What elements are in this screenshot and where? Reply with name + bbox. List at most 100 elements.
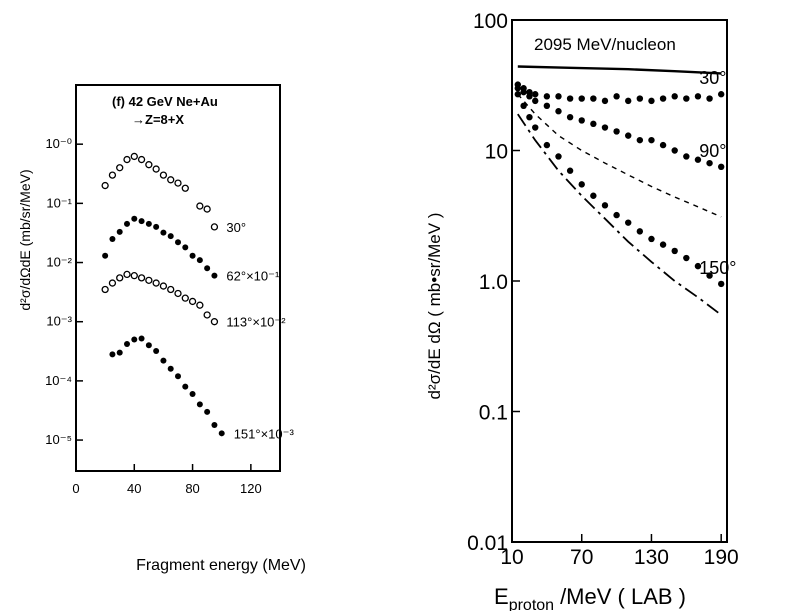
left-data-point xyxy=(203,311,211,319)
left-data-point xyxy=(204,408,211,415)
right-x-ticks: 10 70 130 190 xyxy=(500,534,739,569)
right-data-point xyxy=(625,97,632,105)
left-data-point xyxy=(182,383,189,390)
left-data-point xyxy=(153,223,160,230)
left-panel: (f) 42 GeV Ne+Au →Z=8+X 0 40 80 120 10⁻⁰10⁻… xyxy=(17,84,306,574)
right-data-point xyxy=(520,88,527,96)
right-data-point xyxy=(590,95,597,102)
right-data-point xyxy=(566,113,574,121)
left-data-point xyxy=(210,223,219,231)
right-data-point xyxy=(601,97,609,105)
right-y-tick-label: 100 xyxy=(473,10,508,33)
right-data-point xyxy=(671,247,678,255)
left-data-point xyxy=(159,282,168,290)
right-data-point xyxy=(694,262,702,270)
left-data-point xyxy=(116,228,123,235)
right-series-labels: 30° 90° 150° xyxy=(699,68,736,278)
right-x-label-rest: /MeV ( LAB ) xyxy=(560,584,686,609)
right-data-point xyxy=(578,117,585,124)
left-y-tick-label: 10⁻¹ xyxy=(46,195,72,210)
right-data-point xyxy=(555,108,562,115)
left-data-point xyxy=(196,301,204,309)
right-data-point xyxy=(613,93,620,100)
right-data-point xyxy=(526,113,533,121)
right-data-point xyxy=(659,95,667,102)
right-curve xyxy=(517,113,722,316)
left-data-point xyxy=(145,276,153,284)
right-data-point xyxy=(683,153,690,160)
left-data-point xyxy=(160,357,167,364)
energy-annotation: 2095 MeV/nucleon xyxy=(534,35,676,54)
left-data-point xyxy=(167,285,175,294)
right-data-point xyxy=(590,192,597,199)
right-curve xyxy=(517,65,722,75)
left-data-point xyxy=(152,279,160,287)
left-data-point xyxy=(101,285,109,294)
right-data-point xyxy=(601,202,609,209)
left-data-point xyxy=(116,164,124,172)
left-x-tick-label: 40 xyxy=(127,481,141,496)
left-data-point xyxy=(138,218,145,225)
left-data-point xyxy=(210,318,219,326)
right-data-point xyxy=(648,235,655,243)
left-data-point xyxy=(102,252,109,259)
right-y-tick-label: 1.0 xyxy=(479,271,508,294)
left-plot-frame xyxy=(75,84,281,472)
left-x-tick-label: 120 xyxy=(240,481,262,496)
left-x-axis-label: Fragment energy (MeV) xyxy=(136,557,306,574)
left-data-point xyxy=(108,171,117,179)
left-data-point xyxy=(130,272,138,280)
right-data-point xyxy=(578,181,585,188)
right-data-point xyxy=(514,91,522,98)
right-series-label: 150° xyxy=(699,258,736,278)
left-x-tick-label: 0 xyxy=(72,481,79,496)
left-data-point xyxy=(211,272,218,279)
left-y-tick-label: 10⁻² xyxy=(46,255,72,270)
right-y-tick-label: 10 xyxy=(485,141,508,164)
left-data-point xyxy=(189,252,196,259)
left-data-point xyxy=(160,229,167,236)
left-data-point xyxy=(196,202,204,210)
left-data-point xyxy=(196,257,203,264)
right-data-point xyxy=(636,136,644,144)
left-data-point xyxy=(174,179,182,187)
right-y-tick-label: 0.1 xyxy=(479,402,508,425)
right-plot-frame xyxy=(511,19,728,543)
left-data-point xyxy=(167,365,174,372)
right-data-point xyxy=(636,228,644,235)
right-series-label: 90° xyxy=(699,141,726,161)
right-data-point xyxy=(601,124,609,131)
left-data-point xyxy=(145,161,153,169)
right-data-point xyxy=(543,93,551,100)
left-data-point xyxy=(123,270,131,279)
right-x-axis-label: Eproton/MeV ( LAB ) xyxy=(494,584,686,611)
left-x-ticks: 0 40 80 120 xyxy=(72,464,262,496)
right-data-point xyxy=(625,132,632,139)
left-series-label: 62°×10⁻¹ xyxy=(226,269,280,284)
left-data-point xyxy=(174,289,182,298)
right-data-point xyxy=(555,153,562,160)
left-data-point xyxy=(116,274,124,282)
right-data-point xyxy=(683,254,690,262)
left-data-point xyxy=(131,336,138,343)
right-data-point xyxy=(532,124,539,131)
right-data-point xyxy=(625,219,632,226)
right-data-point xyxy=(694,93,702,100)
right-x-label-main: E xyxy=(494,584,509,609)
left-data-point xyxy=(181,184,189,192)
right-y-ticks: 100 10 1.0 0.1 0.01 xyxy=(467,10,520,555)
left-data-point xyxy=(182,244,189,251)
left-data-point xyxy=(101,181,109,190)
left-data-point xyxy=(152,165,160,173)
right-data-point xyxy=(613,128,620,135)
left-data-point xyxy=(137,155,146,164)
left-data-point xyxy=(175,373,181,380)
left-data-point xyxy=(211,421,218,428)
left-panel-reaction: →Z=8+X xyxy=(132,112,184,127)
right-x-tick-label: 70 xyxy=(570,546,593,569)
right-data-point xyxy=(659,241,667,248)
left-data-point xyxy=(137,274,146,282)
right-x-tick-label: 190 xyxy=(704,546,739,569)
right-series-label: 30° xyxy=(699,68,726,88)
